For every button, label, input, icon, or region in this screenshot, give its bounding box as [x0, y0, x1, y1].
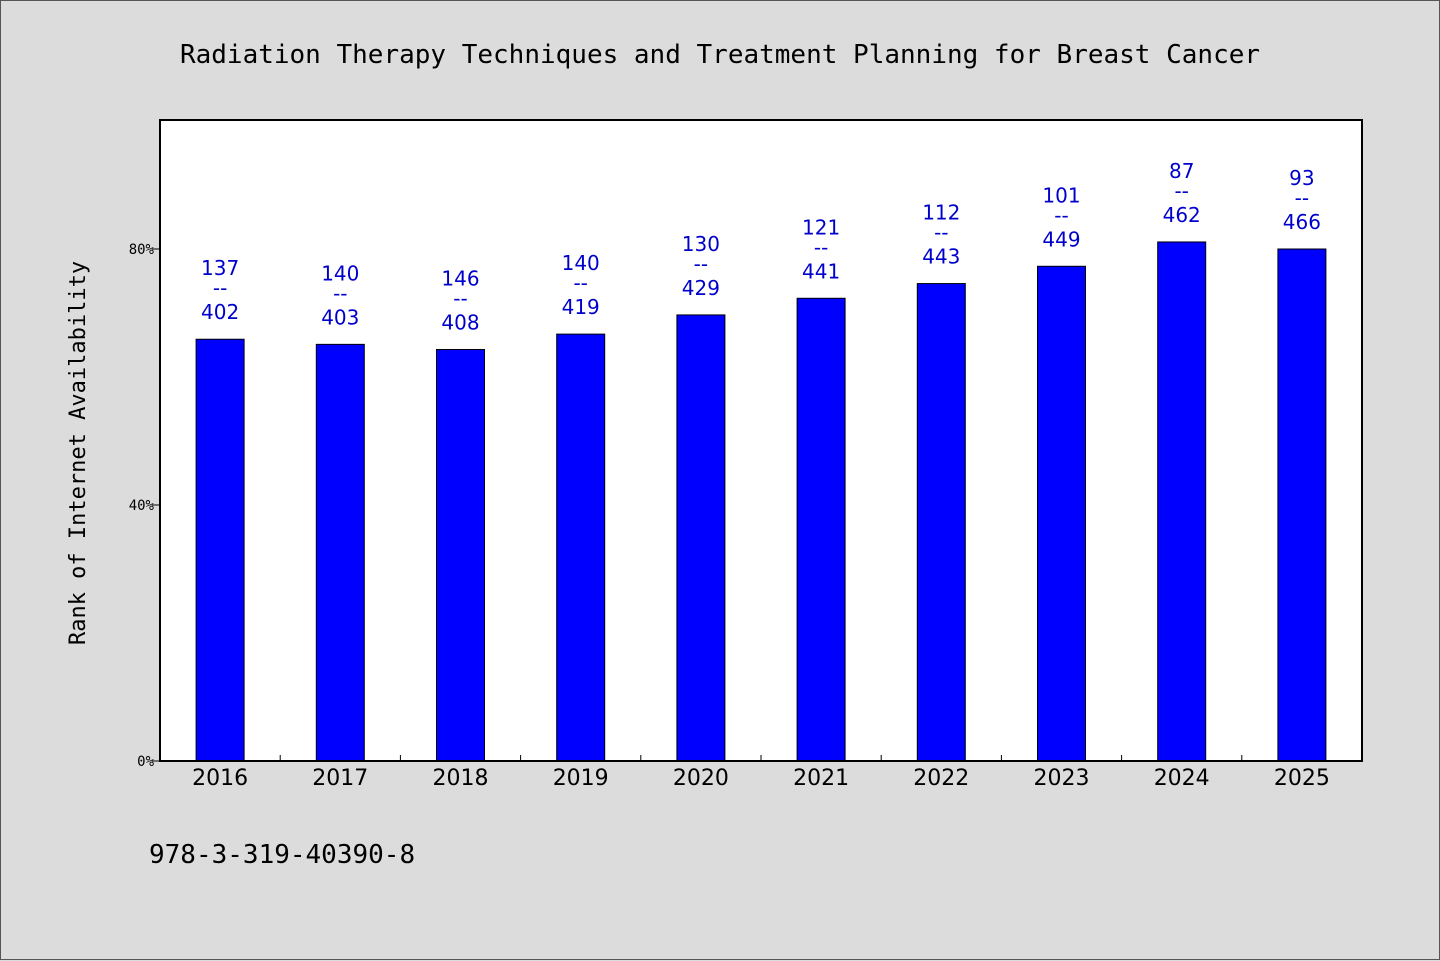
data-label-separator: -- — [814, 235, 828, 259]
data-label-2021: 121--441 — [802, 215, 840, 283]
data-label-bottom: 449 — [1042, 227, 1080, 251]
bar-2019 — [556, 333, 606, 762]
bars-layer — [195, 241, 1327, 762]
data-label-separator: -- — [573, 271, 587, 295]
data-label-bottom: 429 — [682, 276, 720, 300]
data-label-2023: 101--449 — [1042, 183, 1080, 251]
x-tick-label: 2021 — [793, 766, 849, 791]
x-tick-label: 2017 — [312, 766, 368, 791]
y-tick-label: 40% — [129, 498, 155, 514]
bar-2025 — [1277, 248, 1327, 762]
data-label-bottom: 408 — [441, 310, 479, 334]
data-label-bottom: 402 — [201, 300, 239, 324]
data-label-2022: 112--443 — [922, 201, 960, 269]
data-label-bottom: 419 — [562, 295, 600, 319]
data-label-bottom: 443 — [922, 245, 960, 269]
x-tick-label: 2018 — [433, 766, 489, 791]
data-label-separator: -- — [333, 281, 347, 305]
bar-2020 — [676, 314, 726, 762]
data-label-separator: -- — [694, 252, 708, 276]
data-label-bottom: 441 — [802, 259, 840, 283]
chart-title: Radiation Therapy Techniques and Treatme… — [180, 40, 1260, 70]
data-label-bottom: 462 — [1163, 203, 1201, 227]
data-labels-layer: 137--402140--403146--408140--419130--429… — [201, 159, 1321, 335]
data-label-bottom: 403 — [321, 305, 359, 329]
data-label-separator: -- — [934, 221, 948, 245]
y-tick-label: 0% — [137, 754, 154, 770]
x-tick-label: 2025 — [1274, 766, 1330, 791]
data-label-2025: 93--466 — [1283, 166, 1321, 234]
data-label-top: 130 — [682, 232, 720, 256]
data-label-top: 140 — [562, 251, 600, 275]
data-label-separator: -- — [453, 286, 467, 310]
x-tick-label: 2020 — [673, 766, 729, 791]
data-label-separator: -- — [213, 276, 227, 300]
data-label-top: 137 — [201, 256, 239, 280]
x-axis: 2016 2017 2018 2019 2020 2021 2022 2023 2024 2025 — [192, 755, 1330, 791]
bar-2017 — [315, 343, 365, 762]
y-axis-label: Rank of Internet Availability — [66, 261, 91, 645]
data-label-separator: -- — [1054, 203, 1068, 227]
data-label-top: 93 — [1289, 166, 1314, 190]
bar-2016 — [195, 338, 245, 762]
bar-2018 — [436, 348, 485, 762]
x-tick-label: 2024 — [1154, 766, 1210, 791]
x-tick-label: 2019 — [553, 766, 609, 791]
data-label-2016: 137--402 — [201, 256, 239, 324]
bar-2022 — [916, 283, 966, 762]
data-label-top: 101 — [1042, 183, 1080, 207]
y-tick-label: 80% — [129, 242, 155, 258]
data-label-top: 112 — [922, 201, 960, 225]
data-label-separator: -- — [1174, 179, 1188, 203]
data-label-separator: -- — [1295, 186, 1309, 210]
data-label-top: 87 — [1169, 159, 1194, 183]
isbn-footer: 978-3-319-40390-8 — [149, 840, 415, 870]
y-axis: 0% 40% 80% — [129, 242, 160, 770]
data-label-2019: 140--419 — [562, 251, 600, 319]
x-tick-label: 2016 — [192, 766, 248, 791]
data-label-2018: 146--408 — [441, 266, 479, 334]
data-label-bottom: 466 — [1283, 210, 1321, 234]
data-label-top: 146 — [441, 266, 479, 290]
data-label-2020: 130--429 — [682, 232, 720, 300]
bar-2024 — [1157, 241, 1207, 762]
bar-2023 — [1037, 265, 1086, 762]
data-label-top: 121 — [802, 215, 840, 239]
bar-2021 — [796, 297, 846, 762]
data-label-top: 140 — [321, 261, 359, 285]
x-tick-label: 2022 — [913, 766, 969, 791]
data-label-2024: 87--462 — [1163, 159, 1201, 227]
data-label-2017: 140--403 — [321, 261, 359, 329]
x-tick-label: 2023 — [1034, 766, 1090, 791]
